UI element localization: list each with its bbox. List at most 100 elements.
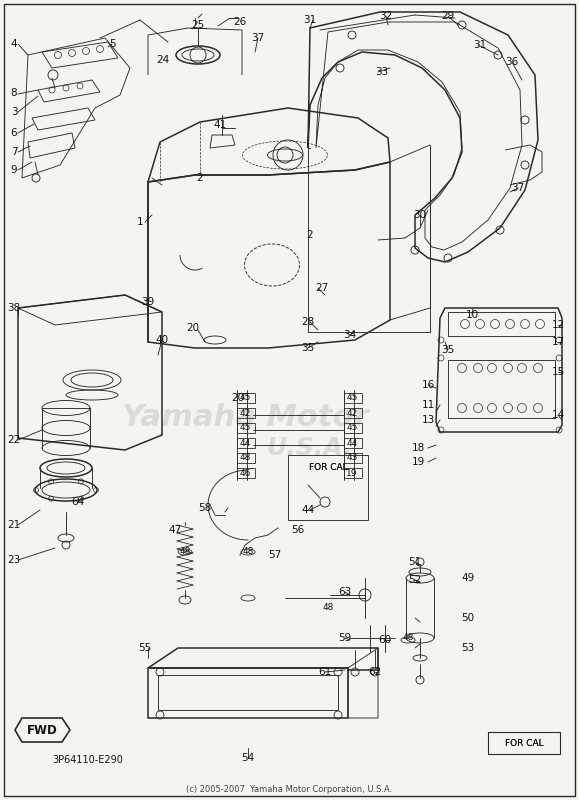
Text: 43: 43	[346, 454, 358, 462]
Text: 46: 46	[239, 469, 251, 478]
Bar	[237, 453, 255, 463]
Text: 39: 39	[141, 297, 155, 307]
Text: 23: 23	[8, 555, 21, 565]
Text: 27: 27	[316, 283, 329, 293]
Text: 51: 51	[408, 557, 422, 567]
Text: 42: 42	[239, 409, 251, 418]
Bar	[237, 408, 255, 418]
Text: 10: 10	[466, 310, 479, 320]
Text: 31: 31	[474, 40, 486, 50]
Bar	[344, 453, 362, 463]
Text: Yamaha Motor: Yamaha Motor	[122, 403, 368, 433]
Text: 59: 59	[338, 633, 351, 643]
Text: 47: 47	[168, 525, 182, 535]
Text: FOR CAL: FOR CAL	[505, 738, 543, 747]
Text: 2: 2	[197, 173, 203, 183]
Text: 28: 28	[302, 317, 314, 327]
Bar	[344, 468, 362, 478]
Text: 55: 55	[138, 643, 152, 653]
Text: 6: 6	[10, 128, 17, 138]
Text: 44: 44	[239, 438, 251, 447]
Text: 57: 57	[269, 550, 281, 560]
Text: 15: 15	[551, 367, 565, 377]
Text: 22: 22	[8, 435, 21, 445]
Text: 30: 30	[413, 210, 427, 220]
Text: 48: 48	[179, 547, 190, 557]
Text: 33: 33	[375, 67, 389, 77]
Text: 64: 64	[71, 497, 85, 507]
Bar	[488, 732, 560, 754]
Text: 8: 8	[10, 88, 17, 98]
Text: 52: 52	[408, 575, 422, 585]
Text: 21: 21	[8, 520, 21, 530]
Text: 41: 41	[214, 120, 226, 130]
Text: 32: 32	[379, 11, 393, 21]
Text: 9: 9	[10, 165, 17, 175]
Text: 58: 58	[199, 503, 212, 513]
Text: 25: 25	[192, 20, 204, 30]
Text: 4: 4	[10, 39, 17, 49]
Text: 5: 5	[109, 39, 115, 49]
Text: 3P64110-E290: 3P64110-E290	[52, 755, 123, 765]
Text: 62: 62	[368, 667, 382, 677]
Text: 13: 13	[422, 415, 435, 425]
Text: 38: 38	[8, 303, 21, 313]
Bar	[344, 423, 362, 433]
Text: U.S.A.: U.S.A.	[267, 436, 353, 460]
Text: 60: 60	[379, 635, 391, 645]
Text: 44: 44	[346, 438, 358, 447]
Text: FOR CAL: FOR CAL	[309, 463, 347, 473]
Text: 50: 50	[461, 613, 475, 623]
Text: 54: 54	[241, 753, 255, 763]
Text: FOR CAL: FOR CAL	[309, 463, 347, 473]
Text: 31: 31	[303, 15, 317, 25]
Text: 37: 37	[511, 183, 525, 193]
Bar	[158, 675, 338, 710]
Text: 17: 17	[551, 337, 565, 347]
Text: 14: 14	[551, 410, 565, 420]
Text: 49: 49	[461, 573, 475, 583]
Text: 18: 18	[411, 443, 424, 453]
Text: FWD: FWD	[27, 723, 57, 737]
Text: 40: 40	[155, 335, 168, 345]
Text: 45: 45	[346, 423, 358, 433]
Text: 45: 45	[239, 394, 251, 402]
Text: 19: 19	[346, 469, 358, 478]
Text: 24: 24	[156, 55, 170, 65]
Text: 3: 3	[10, 107, 17, 117]
Text: (c) 2005-2007  Yamaha Motor Corporation, U.S.A.: (c) 2005-2007 Yamaha Motor Corporation, …	[186, 786, 392, 794]
Bar	[237, 438, 255, 448]
Text: 12: 12	[551, 320, 565, 330]
Text: 19: 19	[411, 457, 424, 467]
Bar	[237, 423, 255, 433]
Text: 34: 34	[343, 330, 357, 340]
Bar	[344, 393, 362, 403]
Text: 35: 35	[302, 343, 314, 353]
Bar	[344, 408, 362, 418]
Text: 36: 36	[505, 57, 519, 67]
Text: 63: 63	[338, 587, 351, 597]
Text: 56: 56	[291, 525, 305, 535]
Text: 20: 20	[186, 323, 200, 333]
Text: 35: 35	[441, 345, 455, 355]
Text: 45: 45	[346, 394, 358, 402]
Text: FOR CAL: FOR CAL	[505, 738, 543, 747]
Text: 44: 44	[302, 505, 314, 515]
Text: 61: 61	[318, 667, 332, 677]
Text: 11: 11	[422, 400, 435, 410]
Text: 20: 20	[232, 393, 244, 403]
Text: 37: 37	[251, 33, 265, 43]
Text: 26: 26	[233, 17, 247, 27]
Text: 48: 48	[243, 547, 254, 557]
Text: 48: 48	[239, 454, 251, 462]
Text: 16: 16	[422, 380, 435, 390]
Text: 7: 7	[10, 147, 17, 157]
Text: 2: 2	[307, 230, 313, 240]
Bar	[237, 393, 255, 403]
Text: 45: 45	[239, 423, 251, 433]
Bar	[237, 468, 255, 478]
Text: 48: 48	[323, 603, 334, 613]
Text: 42: 42	[346, 409, 358, 418]
Text: 48: 48	[402, 634, 413, 642]
Text: 29: 29	[441, 11, 455, 21]
